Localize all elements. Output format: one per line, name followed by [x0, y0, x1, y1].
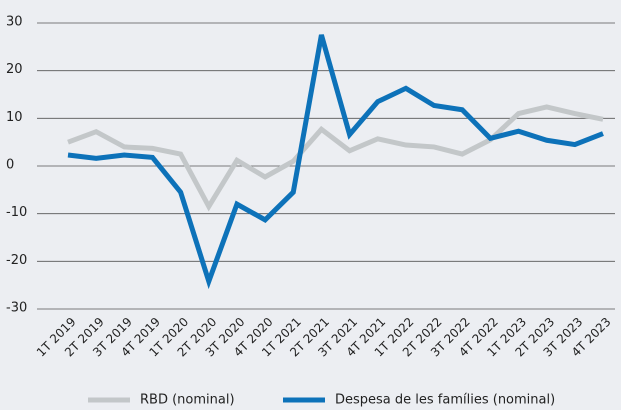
y-tick-label: -20 — [6, 253, 27, 268]
y-tick-label: 0 — [6, 158, 14, 173]
legend-label: Despesa de les famílies (nominal) — [335, 393, 555, 408]
series-line — [67, 34, 604, 290]
y-tick-label: 30 — [6, 15, 23, 30]
y-tick-label: -30 — [6, 301, 27, 316]
y-tick-label: 10 — [6, 110, 23, 125]
legend-label: RBD (nominal) — [140, 393, 235, 408]
y-tick-label: -10 — [6, 205, 27, 220]
y-tick-label: 20 — [6, 62, 23, 77]
series-line — [67, 104, 604, 212]
